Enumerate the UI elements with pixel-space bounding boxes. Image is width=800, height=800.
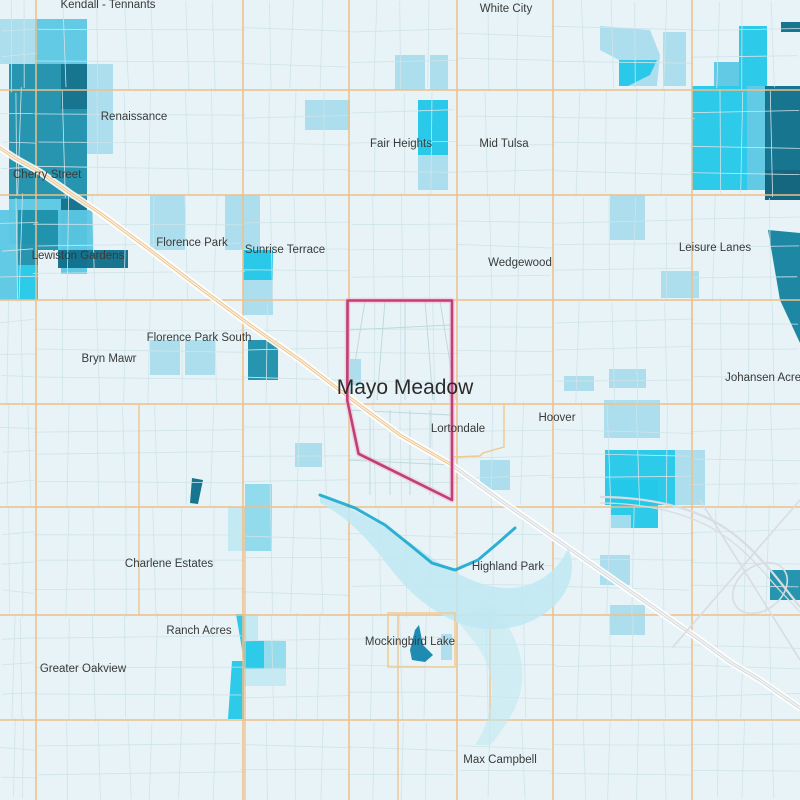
svg-text:Leisure Lanes: Leisure Lanes <box>679 242 751 254</box>
svg-text:Florence Park: Florence Park <box>156 237 228 249</box>
svg-text:Renaissance: Renaissance <box>101 111 167 123</box>
svg-text:Johansen Acres: Johansen Acres <box>725 372 800 384</box>
svg-text:Florence Park South: Florence Park South <box>147 332 252 344</box>
svg-text:Lewiston Gardens: Lewiston Gardens <box>32 250 125 262</box>
svg-text:Hoover: Hoover <box>538 412 575 424</box>
svg-text:Wedgewood: Wedgewood <box>488 257 552 269</box>
svg-text:Mayo Meadow: Mayo Meadow <box>337 376 474 399</box>
svg-text:Ranch Acres: Ranch Acres <box>166 625 231 637</box>
svg-text:Greater Oakview: Greater Oakview <box>40 663 127 675</box>
svg-text:Sunrise Terrace: Sunrise Terrace <box>245 244 325 256</box>
svg-text:Highland Park: Highland Park <box>472 561 544 573</box>
svg-text:Lortondale: Lortondale <box>431 423 485 435</box>
svg-text:Fair Heights: Fair Heights <box>370 138 432 150</box>
svg-text:Mockingbird Lake: Mockingbird Lake <box>365 636 455 648</box>
svg-text:Bryn Mawr: Bryn Mawr <box>82 353 137 365</box>
svg-text:Mid Tulsa: Mid Tulsa <box>479 138 529 150</box>
svg-text:Kendall - Tennants: Kendall - Tennants <box>60 0 155 11</box>
svg-text:Max Campbell: Max Campbell <box>463 754 537 766</box>
svg-text:Charlene Estates: Charlene Estates <box>125 558 213 570</box>
svg-text:Cherry Street: Cherry Street <box>13 169 82 181</box>
svg-text:White City: White City <box>480 3 533 15</box>
